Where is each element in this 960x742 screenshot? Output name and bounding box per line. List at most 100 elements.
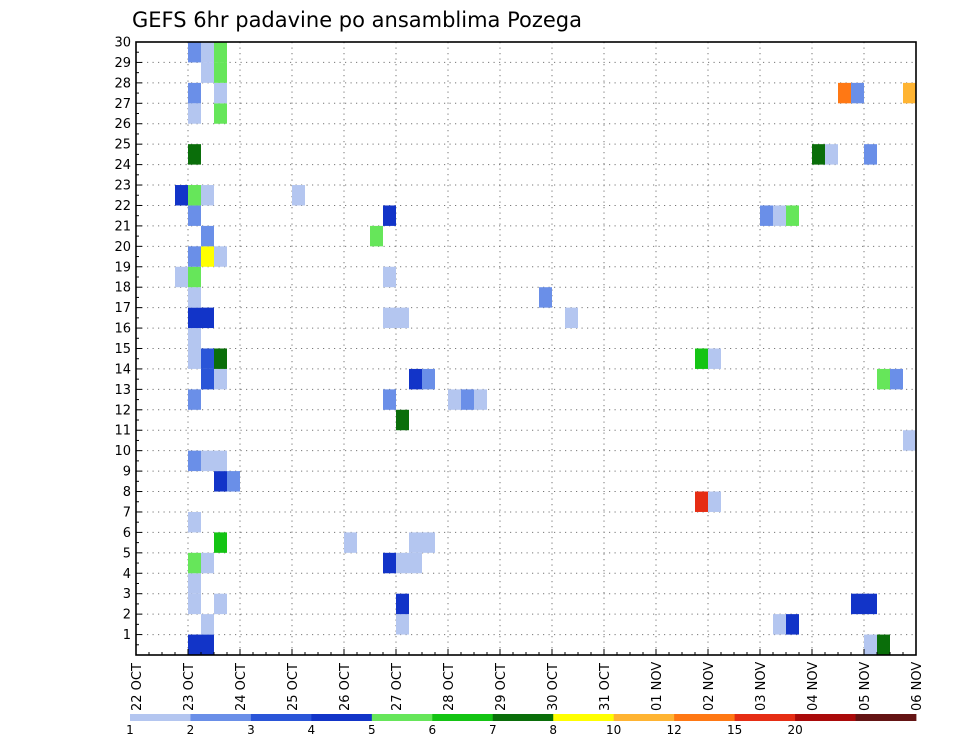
y-tick-label: 13 <box>114 383 131 398</box>
x-tick-label: 25 OCT <box>286 663 301 711</box>
colorbar-swatch <box>492 714 554 721</box>
heatmap-cell <box>409 532 422 553</box>
heatmap-cell <box>890 368 903 390</box>
x-tick-label: 28 OCT <box>442 663 457 711</box>
colorbar-label: 7 <box>489 723 497 737</box>
heatmap-cell <box>864 144 877 165</box>
y-tick-label: 11 <box>114 424 131 439</box>
heatmap-cell <box>422 368 435 390</box>
heatmap-cell <box>877 634 890 655</box>
heatmap-cell <box>292 185 305 206</box>
heatmap-cell <box>201 62 214 83</box>
heatmap-cell <box>188 634 201 655</box>
y-tick-label: 16 <box>114 322 131 337</box>
heatmap-cell <box>409 552 422 574</box>
x-tick-label: 03 NOV <box>754 662 769 711</box>
heatmap-cell <box>201 450 214 472</box>
heatmap-cell <box>201 614 214 635</box>
heatmap-cell <box>188 185 201 206</box>
heatmap-cell <box>188 246 201 267</box>
heatmap-cell <box>214 348 227 369</box>
heatmap-cell <box>188 450 201 472</box>
plot-frame <box>135 41 917 656</box>
x-tick-label: 29 OCT <box>494 663 509 711</box>
y-tick-label: 6 <box>123 526 131 541</box>
heatmap-cell <box>383 205 396 226</box>
y-tick-label: 15 <box>114 342 131 357</box>
heatmap-cell <box>188 205 201 226</box>
heatmap-cell <box>188 593 201 615</box>
x-tick-label: 05 NOV <box>858 662 873 711</box>
colorbar-swatch <box>674 714 736 721</box>
y-tick-label: 4 <box>123 567 131 582</box>
heatmap-cell <box>214 82 227 104</box>
x-tick-label: 26 OCT <box>338 663 353 711</box>
heatmap-cell <box>188 287 201 308</box>
colorbar-label: 4 <box>308 723 316 737</box>
colorbar-label: 12 <box>667 723 682 737</box>
x-tick-label: 01 NOV <box>650 662 665 711</box>
colorbar-label: 6 <box>428 723 436 737</box>
heatmap-cell <box>188 42 201 63</box>
heatmap-cell <box>214 532 227 553</box>
heatmap-cell <box>188 307 201 329</box>
colorbar-swatch <box>553 714 615 721</box>
x-tick-label: 04 NOV <box>806 662 821 711</box>
colorbar-swatch <box>734 714 796 721</box>
heatmap-cell <box>214 368 227 390</box>
y-tick-label: 18 <box>114 281 131 296</box>
heatmap-cell <box>474 389 487 410</box>
y-tick-label: 23 <box>114 179 131 194</box>
colorbar-label: 20 <box>787 723 802 737</box>
heatmap-cell <box>448 389 461 410</box>
heatmap-cell <box>877 368 890 390</box>
heatmap-cell <box>227 471 240 492</box>
heatmap-cell <box>188 103 201 124</box>
cells <box>175 42 916 655</box>
y-tick-label: 12 <box>114 403 131 418</box>
heatmap-cell <box>214 246 227 267</box>
heatmap-cell <box>214 450 227 472</box>
colorbar-swatch <box>311 714 373 721</box>
heatmap-cell <box>188 511 201 533</box>
colorbar-label: 8 <box>549 723 557 737</box>
heatmap-cell <box>565 307 578 329</box>
x-tick-label: 22 OCT <box>130 663 145 711</box>
heatmap-cell <box>214 471 227 492</box>
heatmap-cell <box>773 614 786 635</box>
heatmap-cell <box>396 409 409 431</box>
heatmap-cell <box>214 593 227 615</box>
heatmap-cell <box>370 225 383 247</box>
y-tick-label: 14 <box>114 362 131 377</box>
heatmap-cell <box>851 593 864 615</box>
heatmap-cell <box>188 389 201 410</box>
heatmap-cell <box>708 348 721 369</box>
y-tick-label: 24 <box>114 158 131 173</box>
heatmap-cell <box>344 532 357 553</box>
heatmap-cell <box>383 307 396 329</box>
heatmap-cell <box>760 205 773 226</box>
colorbar-swatch <box>613 714 675 721</box>
colorbar-label: 15 <box>727 723 742 737</box>
y-tick-label: 25 <box>114 138 131 153</box>
grid <box>136 42 916 655</box>
y-tick-label: 27 <box>114 97 131 112</box>
heatmap-cell <box>461 389 474 410</box>
heatmap-cell <box>188 348 201 369</box>
y-tick-label: 26 <box>114 117 131 132</box>
x-tick-label: 27 OCT <box>390 663 405 711</box>
colorbar-label: 5 <box>368 723 376 737</box>
heatmap-cell <box>422 532 435 553</box>
heatmap-cell <box>383 552 396 574</box>
heatmap-cell <box>396 307 409 329</box>
y-tick-label: 28 <box>114 76 131 91</box>
y-tick-label: 20 <box>114 240 131 255</box>
heatmap-cell <box>188 573 201 594</box>
colorbar-swatch <box>855 714 917 721</box>
y-tick-label: 8 <box>123 485 131 500</box>
heatmap-cell <box>903 82 916 104</box>
heatmap-cell <box>201 246 214 267</box>
y-tick-label: 22 <box>114 199 131 214</box>
heatmap-cell <box>201 42 214 63</box>
